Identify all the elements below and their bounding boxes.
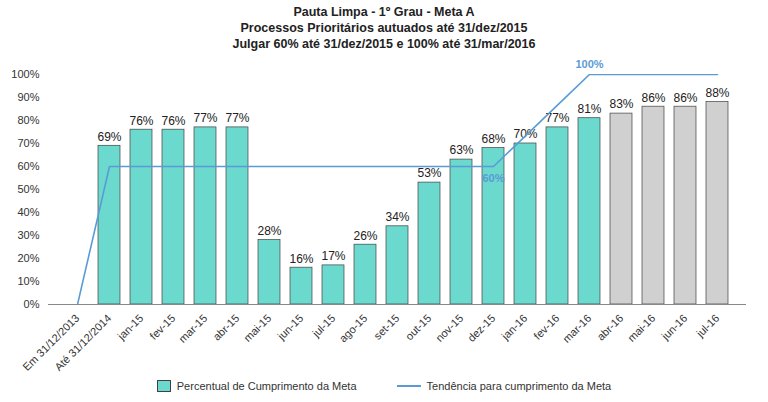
html-text:Tendência para cumprimento da: Tendência para cumprimento da Meta bbox=[426, 380, 612, 392]
svg-text:50%: 50% bbox=[17, 183, 39, 195]
svg-text:26%: 26% bbox=[353, 229, 377, 243]
svg-text:70%: 70% bbox=[513, 127, 537, 141]
svg-text:jan-16: jan-16 bbox=[499, 312, 530, 343]
svg-text:nov-15: nov-15 bbox=[433, 312, 465, 344]
svg-text:jan-15: jan-15 bbox=[115, 312, 146, 343]
svg-text:90%: 90% bbox=[17, 91, 39, 103]
svg-text:jun-16: jun-16 bbox=[659, 312, 690, 343]
svg-text:100%: 100% bbox=[11, 68, 39, 80]
svg-text:20%: 20% bbox=[17, 252, 39, 264]
svg-text:86%: 86% bbox=[673, 91, 697, 105]
svg-text:jul-15: jul-15 bbox=[309, 312, 337, 340]
svg-text:63%: 63% bbox=[449, 143, 473, 157]
html-text:Pauta Limpa - 1º Grau - Meta A: Pauta Limpa - 1º Grau - Meta A bbox=[293, 5, 475, 19]
svg-text:Até 31/12/2014: Até 31/12/2014 bbox=[52, 312, 113, 373]
svg-text:10%: 10% bbox=[17, 275, 39, 287]
svg-text:100%: 100% bbox=[575, 58, 603, 70]
svg-text:88%: 88% bbox=[705, 86, 729, 100]
html-text:Percentual de Cumprimento da M: Percentual de Cumprimento da Meta bbox=[176, 380, 357, 392]
svg-text:53%: 53% bbox=[417, 166, 441, 180]
html-text:Processos Prioritários autuado: Processos Prioritários autuados até 31/d… bbox=[240, 21, 528, 35]
svg-text:77%: 77% bbox=[193, 111, 217, 125]
svg-text:17%: 17% bbox=[321, 249, 345, 263]
svg-text:40%: 40% bbox=[17, 206, 39, 218]
svg-text:fev-16: fev-16 bbox=[531, 312, 561, 342]
svg-text:83%: 83% bbox=[609, 97, 633, 111]
svg-text:mai-15: mai-15 bbox=[241, 312, 273, 344]
svg-text:70%: 70% bbox=[17, 137, 39, 149]
svg-text:77%: 77% bbox=[225, 111, 249, 125]
svg-text:30%: 30% bbox=[17, 229, 39, 241]
svg-text:Em 31/12/2013: Em 31/12/2013 bbox=[20, 312, 81, 373]
svg-text:abr-15: abr-15 bbox=[210, 312, 241, 343]
svg-text:76%: 76% bbox=[161, 114, 185, 128]
svg-text:68%: 68% bbox=[481, 132, 505, 146]
svg-text:fev-15: fev-15 bbox=[147, 312, 177, 342]
svg-text:abr-16: abr-16 bbox=[594, 312, 625, 343]
svg-text:jul-16: jul-16 bbox=[693, 312, 721, 340]
svg-text:ago-15: ago-15 bbox=[337, 312, 370, 345]
svg-text:77%: 77% bbox=[545, 111, 570, 126]
svg-text:jun-15: jun-15 bbox=[275, 312, 306, 343]
svg-text:16%: 16% bbox=[289, 252, 313, 266]
svg-text:60%: 60% bbox=[482, 172, 504, 184]
svg-text:76%: 76% bbox=[129, 114, 153, 128]
svg-text:81%: 81% bbox=[577, 102, 601, 116]
svg-text:mai-16: mai-16 bbox=[625, 312, 657, 344]
html-text:Julgar 60% até 31/dez/2015 e 1: Julgar 60% até 31/dez/2015 e 100% até 31… bbox=[232, 37, 536, 51]
svg-text:mar-16: mar-16 bbox=[560, 312, 593, 345]
svg-text:set-15: set-15 bbox=[371, 312, 401, 342]
svg-text:0%: 0% bbox=[24, 298, 40, 310]
svg-text:34%: 34% bbox=[385, 210, 409, 224]
svg-text:86%: 86% bbox=[641, 91, 665, 105]
svg-text:mar-15: mar-15 bbox=[176, 312, 209, 345]
svg-text:69%: 69% bbox=[97, 130, 121, 144]
svg-text:out-15: out-15 bbox=[403, 312, 434, 343]
svg-text:dez-15: dez-15 bbox=[465, 312, 497, 344]
svg-text:80%: 80% bbox=[17, 114, 39, 126]
svg-text:60%: 60% bbox=[17, 160, 39, 172]
svg-text:28%: 28% bbox=[257, 224, 281, 238]
